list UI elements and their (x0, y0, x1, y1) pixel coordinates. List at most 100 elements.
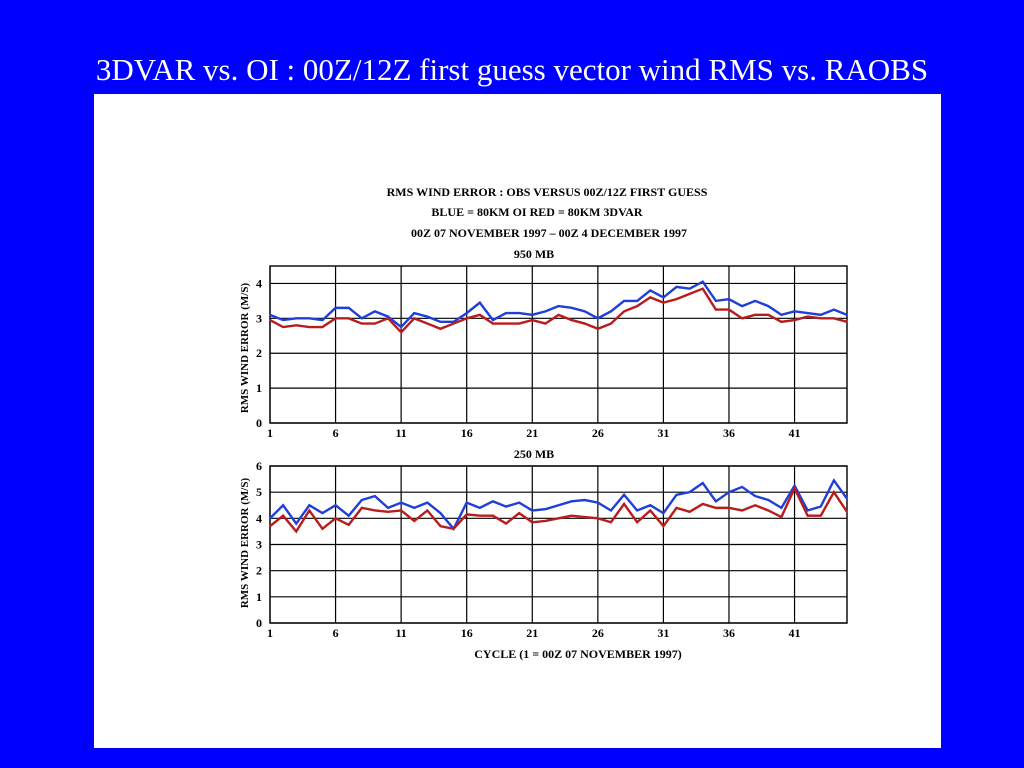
data-point-3dvar (806, 514, 809, 517)
data-point-oi (492, 500, 494, 503)
x-tick-label: 41 (789, 626, 801, 640)
data-point-3dvar (597, 517, 599, 520)
data-point-3dvar (374, 322, 376, 325)
data-point-3dvar (557, 517, 560, 520)
data-point-oi (780, 507, 783, 509)
data-point-oi (754, 300, 757, 302)
data-point-3dvar (819, 514, 822, 517)
figure-header-line-3: 00Z 07 NOVEMBER 1997 – 00Z 4 DECEMBER 19… (411, 226, 687, 240)
data-point-3dvar (544, 322, 547, 325)
data-point-oi (701, 482, 704, 484)
data-point-oi (518, 312, 520, 314)
data-point-3dvar (544, 520, 547, 522)
data-point-oi (295, 317, 298, 320)
chart-figure: RMS WIND ERROR : OBS VERSUS 00Z/12Z FIRS… (94, 94, 941, 748)
y-tick-label: 3 (256, 538, 262, 552)
y-tick-label: 3 (256, 311, 262, 325)
x-tick-label: 36 (723, 626, 735, 640)
data-point-3dvar (754, 314, 757, 316)
data-point-oi (688, 287, 691, 290)
data-point-oi (715, 300, 717, 302)
data-point-3dvar (649, 509, 652, 512)
data-point-3dvar (833, 317, 835, 320)
data-point-oi (439, 512, 442, 514)
series-line-3dvar (269, 485, 848, 534)
data-point-3dvar (269, 525, 271, 527)
y-tick-label: 4 (256, 511, 262, 525)
data-point-3dvar (360, 322, 363, 325)
data-point-3dvar (492, 322, 494, 325)
x-tick-label: 21 (526, 626, 538, 640)
data-point-3dvar (465, 513, 468, 516)
data-point-3dvar (688, 293, 691, 295)
data-point-oi (623, 493, 625, 496)
data-point-3dvar (518, 322, 520, 325)
data-point-3dvar (636, 305, 638, 307)
data-point-3dvar (715, 308, 717, 311)
data-point-oi (688, 491, 691, 493)
y-tick-label: 5 (256, 485, 262, 499)
data-point-3dvar (846, 510, 848, 513)
data-point-3dvar (728, 507, 730, 509)
x-tick-label: 1 (267, 426, 273, 440)
data-point-oi (465, 312, 468, 314)
data-point-3dvar (570, 514, 573, 517)
data-point-3dvar (715, 507, 717, 509)
data-point-oi (544, 310, 547, 313)
data-point-3dvar (295, 324, 298, 327)
x-tick-label: 31 (657, 626, 669, 640)
data-point-oi (413, 507, 416, 509)
x-axis-label: CYCLE (1 = 00Z 07 NOVEMBER 1997) (474, 647, 682, 661)
data-point-3dvar (793, 319, 796, 321)
data-point-3dvar (505, 322, 507, 325)
panel-250-title: 250 MB (514, 447, 554, 461)
data-point-3dvar (282, 514, 284, 517)
data-point-oi (531, 509, 534, 512)
data-point-oi (819, 314, 822, 316)
data-point-oi (701, 280, 704, 283)
data-point-3dvar (583, 322, 586, 325)
data-point-3dvar (387, 317, 389, 320)
data-point-3dvar (479, 314, 481, 316)
data-point-oi (767, 305, 770, 307)
data-point-oi (636, 300, 638, 302)
data-point-oi (295, 522, 298, 525)
data-point-oi (597, 317, 599, 320)
data-point-oi (728, 298, 730, 300)
data-point-oi (321, 319, 324, 321)
data-point-oi (846, 497, 848, 500)
data-point-3dvar (492, 514, 494, 517)
data-point-3dvar (400, 331, 402, 334)
data-point-oi (806, 509, 809, 512)
panel-250-ylabel: RMS WIND ERROR (M/S) (239, 478, 251, 609)
data-point-oi (570, 307, 573, 309)
x-tick-label: 11 (395, 426, 406, 440)
data-point-oi (505, 505, 507, 508)
data-point-3dvar (479, 514, 481, 517)
data-point-oi (374, 310, 376, 313)
data-point-3dvar (741, 317, 743, 320)
data-point-3dvar (282, 326, 284, 328)
data-point-3dvar (675, 507, 678, 509)
data-point-oi (518, 501, 520, 504)
data-point-3dvar (754, 504, 757, 507)
data-point-oi (400, 326, 402, 328)
data-point-3dvar (780, 321, 783, 323)
data-point-oi (636, 509, 638, 512)
data-point-3dvar (557, 314, 560, 316)
data-point-3dvar (636, 521, 638, 524)
data-point-oi (819, 505, 822, 508)
y-tick-label: 2 (256, 564, 262, 578)
data-point-oi (492, 319, 494, 321)
y-tick-label: 1 (256, 590, 262, 604)
data-point-3dvar (360, 507, 363, 509)
data-point-3dvar (583, 516, 586, 518)
data-point-3dvar (701, 503, 704, 505)
data-point-oi (269, 517, 271, 520)
data-point-3dvar (728, 308, 730, 311)
data-point-3dvar (649, 296, 652, 299)
data-point-oi (557, 504, 560, 507)
panel-950-ylabel: RMS WIND ERROR (M/S) (239, 283, 251, 414)
data-point-oi (360, 317, 363, 320)
data-point-3dvar (806, 315, 809, 318)
